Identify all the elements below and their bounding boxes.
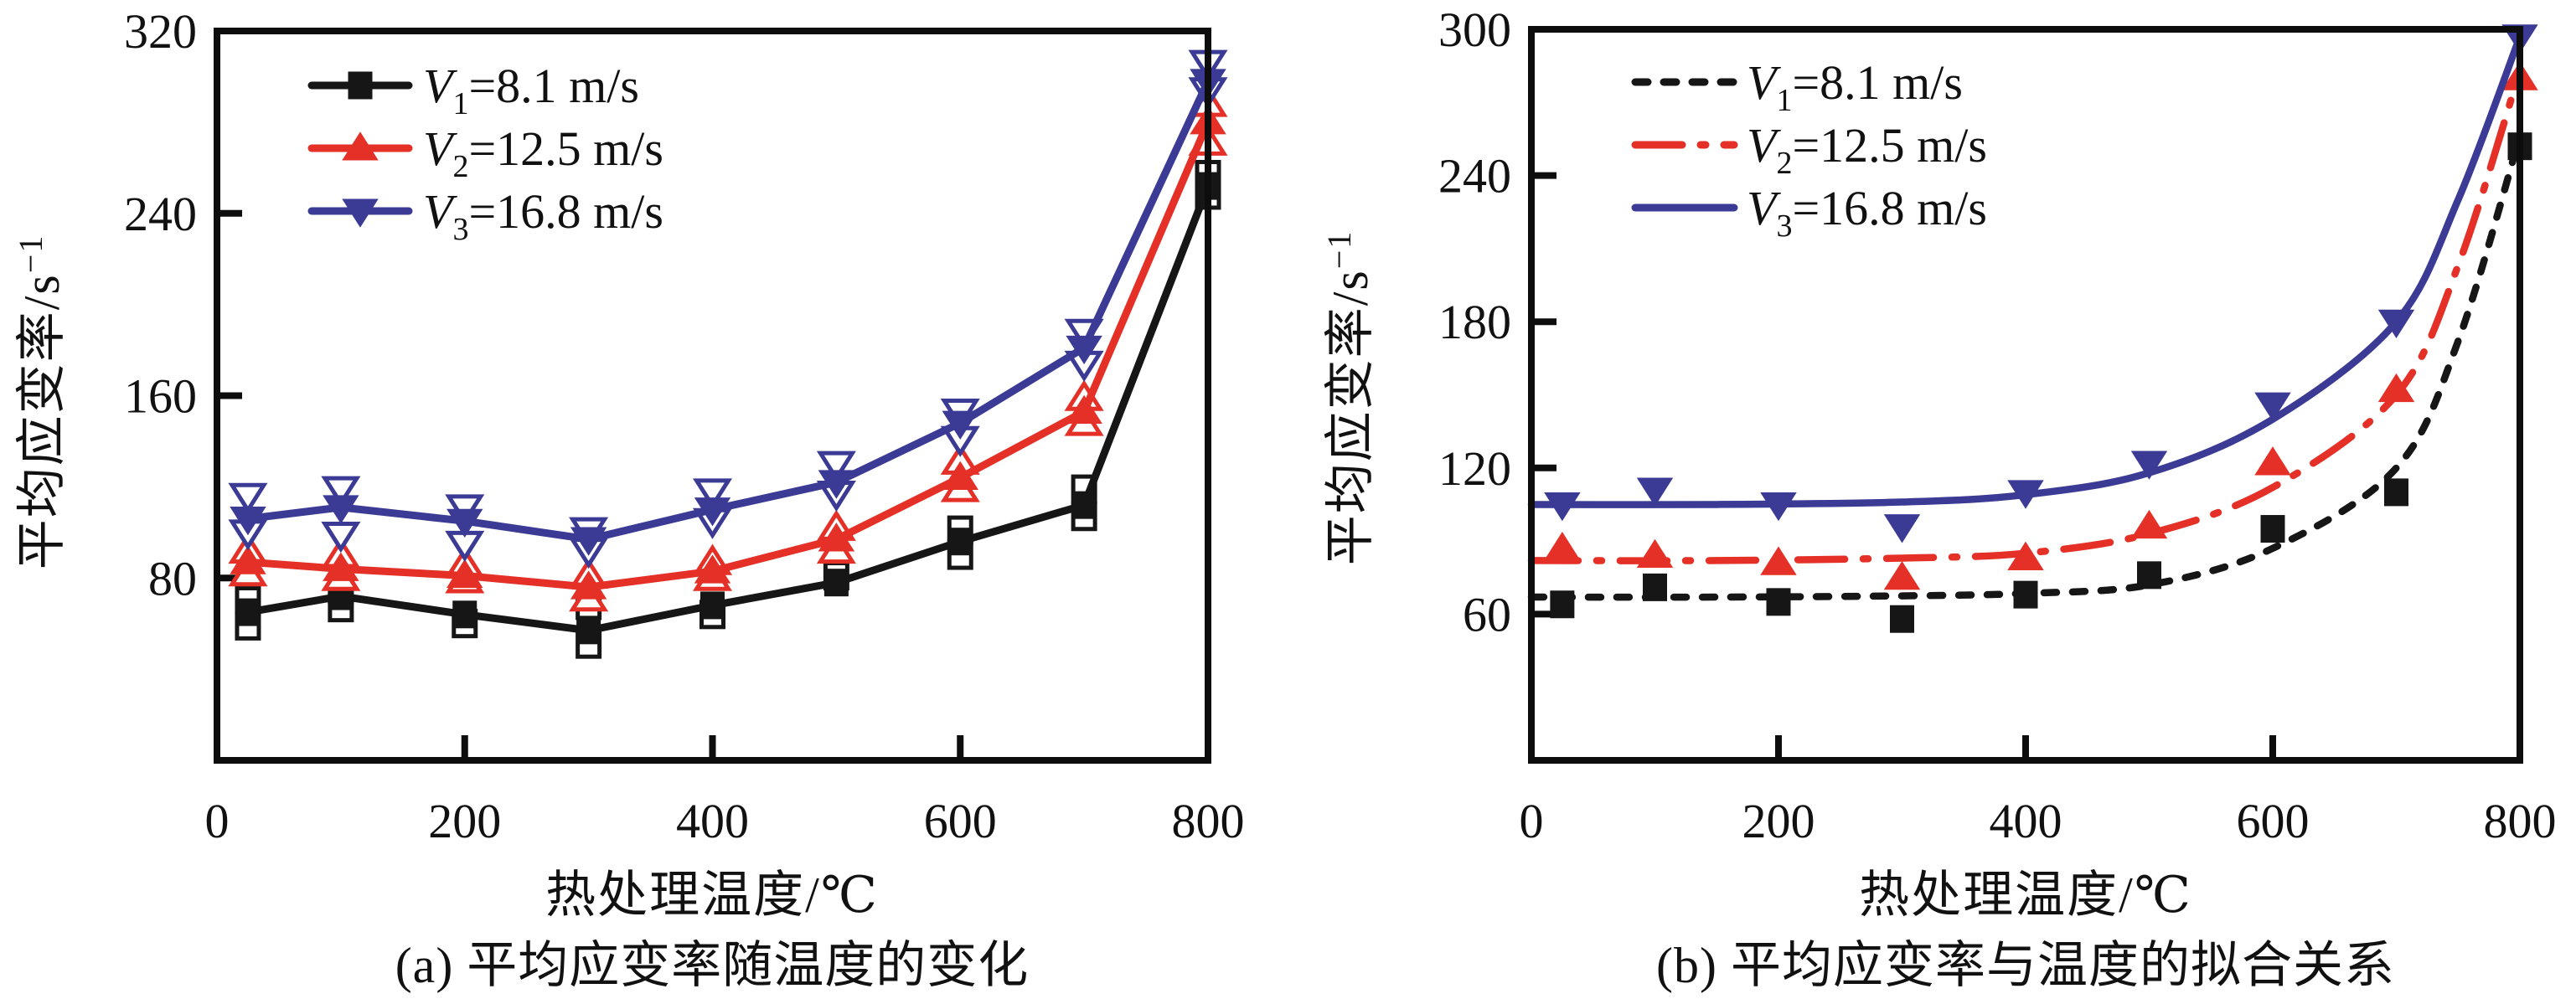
panel-b-series-v3 (1527, 24, 2538, 543)
panel-b-ytick: 120 (1438, 441, 1511, 496)
panel-b-axes (1528, 26, 2523, 764)
panel-a-yaxis-title: 平均应变率/s−1 (12, 234, 70, 570)
panel-a-axes (214, 28, 1211, 764)
panel-a-xtick: 0 (205, 794, 230, 848)
panel-b-xtick: 0 (1520, 794, 1544, 848)
panel-a-legend-label-v2: V2=12.5 m/s (423, 121, 663, 184)
panel-a-xtick: 600 (924, 794, 997, 848)
panel-b-series-v1 (1527, 132, 2532, 633)
panel-b: 0 200 400 600 800 60 120 180 240 300 平均应变率/s−1 V1=8… (1320, 3, 2557, 848)
panel-b-legend-label-v2: V2=12.5 m/s (1747, 118, 1987, 181)
panel-a-axes: 0 200 400 600 800 80 160 240 320 平均应变率/s−1 (12, 4, 1245, 848)
panel-a-ytick: 80 (148, 551, 197, 605)
panel-a-xtick: 400 (676, 794, 749, 848)
panel-b-ytick: 300 (1438, 3, 1511, 57)
panel-a-legend: V1=8.1 m/sV2=12.5 m/sV3=16.8 m/s (307, 59, 663, 247)
panel-a-xtick: 800 (1172, 794, 1245, 848)
panel-b-xtick: 800 (2484, 794, 2557, 848)
panel-a-xtick: 200 (428, 794, 501, 848)
panel-a-ytick: 320 (124, 4, 197, 59)
panel-a-series-v3 (228, 49, 1228, 569)
panel-b-ytick: 240 (1438, 149, 1511, 203)
caption-panel-a: (a) 平均应变率随温度的变化 (395, 938, 1030, 993)
panel-a-ytick: 240 (124, 187, 197, 241)
panel-a-ytick: 160 (124, 369, 197, 424)
panel-b-legend-label-v3: V3=16.8 m/s (1747, 181, 1987, 244)
panel-b-xtick: 200 (1742, 794, 1815, 848)
panel-a-legend-label-v1: V1=8.1 m/s (423, 59, 639, 121)
panel-b-series-v2 (1527, 61, 2538, 590)
panel-b-xtick: 400 (1990, 794, 2062, 848)
panel-b-xtick: 600 (2237, 794, 2310, 848)
panel-b-ytick: 180 (1438, 295, 1511, 349)
caption-panel-b: (b) 平均应变率与温度的拟合关系 (1656, 938, 2395, 993)
panel-a-legend-label-v3: V3=16.8 m/s (423, 184, 663, 247)
panel-b-yaxis-title: 平均应变率/s−1 (1320, 230, 1378, 566)
panel-b-legend-label-v1: V1=8.1 m/s (1747, 55, 1963, 118)
panel-b-legend: V1=8.1 m/sV2=12.5 m/sV3=16.8 m/s (1631, 55, 1987, 244)
panel-a: 0 200 400 600 800 80 160 240 320 平均应变率/s−1 V1=8.1 … (12, 4, 1245, 848)
panel-b-ytick: 60 (1463, 587, 1511, 641)
panel-a-series-v1 (235, 159, 1221, 659)
xaxis-title-panel-a: 热处理温度/℃ (545, 868, 879, 923)
xaxis-title-panel-b: 热处理温度/℃ (1859, 868, 2192, 923)
